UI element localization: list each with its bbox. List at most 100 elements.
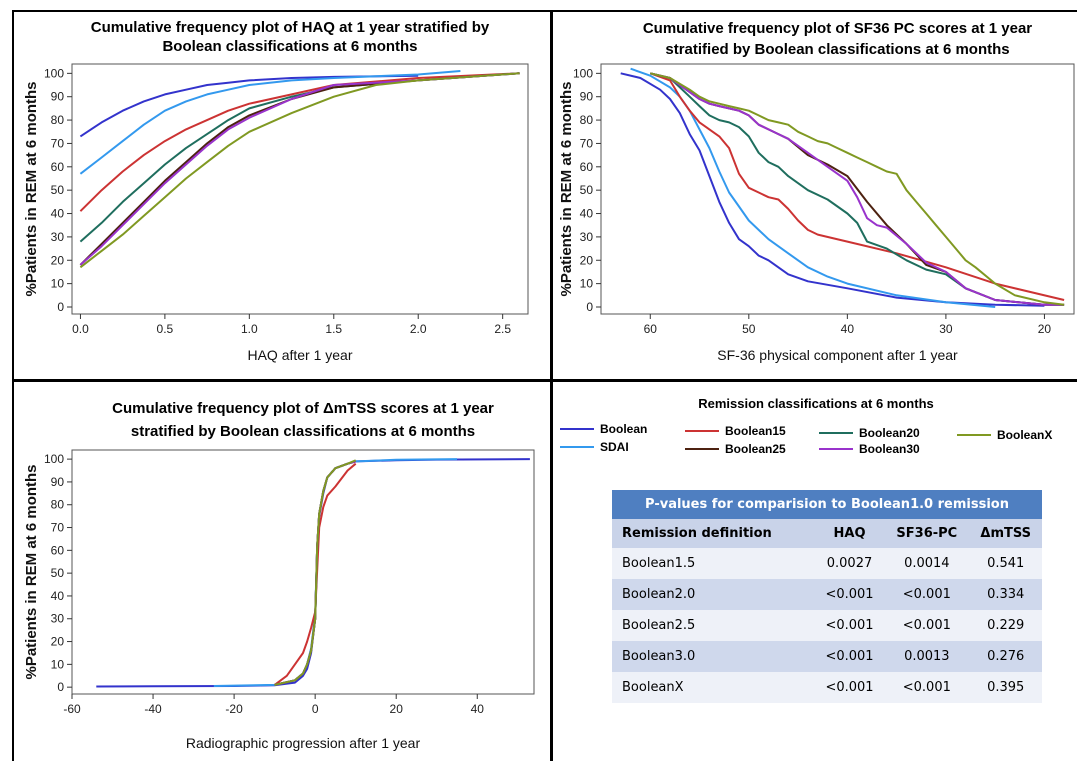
table-cell: 0.276 (969, 641, 1042, 672)
y-tick-label: 0 (57, 680, 64, 694)
sf36-chart: Cumulative frequency plot of SF36 PC sco… (558, 20, 1075, 363)
series-line-booleanx (79, 72, 520, 269)
mtss-chart: Cumulative frequency plot of ΔmTSS score… (23, 400, 535, 751)
y-tick-label: 90 (51, 90, 65, 104)
x-tick-label: 20 (390, 702, 404, 716)
y-tick-label: 60 (51, 543, 65, 557)
series-line-boolean20 (79, 72, 520, 243)
legend-label: Boolean15 (725, 424, 786, 438)
y-tick-label: 60 (51, 160, 65, 174)
x-tick-label: 0.5 (157, 322, 174, 336)
x-tick-label: 40 (471, 702, 485, 716)
y-tick-label: 100 (573, 66, 593, 80)
series-line-sdai (213, 458, 458, 687)
series-line-boolean15 (649, 72, 1065, 301)
legend: Remission classifications at 6 months Bo… (557, 384, 1075, 464)
x-tick-label: 2.0 (410, 322, 427, 336)
haq-chart: Cumulative frequency plot of HAQ at 1 ye… (23, 19, 529, 363)
legend-item-boolean30: Boolean30 (819, 442, 920, 456)
table-cell: <0.001 (884, 610, 970, 641)
y-axis-label: %Patients in REM at 6 months (558, 81, 575, 296)
legend-label: SDAI (600, 440, 629, 454)
plot-area-frame (71, 449, 535, 695)
column-header: HAQ (814, 519, 885, 548)
mtss-chart-panel: Cumulative frequency plot of ΔmTSS score… (14, 382, 550, 761)
y-tick-label: 40 (51, 207, 65, 221)
y-tick-label: 30 (51, 230, 65, 244)
table-cell: Boolean1.5 (612, 548, 815, 579)
plot-area-frame (71, 63, 529, 315)
column-header: ΔmTSS (969, 519, 1042, 548)
legend-swatch (819, 448, 853, 450)
y-tick-label: 20 (51, 253, 65, 267)
legend-item-boolean20: Boolean20 (819, 426, 920, 440)
y-tick-label: 0 (586, 300, 593, 314)
y-tick-label: 30 (51, 612, 65, 626)
y-tick-label: 80 (51, 113, 65, 127)
table-header-row: Remission definition HAQ SF36-PC ΔmTSS (612, 519, 1042, 548)
frame-horizontal-divider (12, 379, 1077, 382)
series-line-boolean15 (274, 462, 357, 686)
legend-label: Boolean (600, 422, 648, 436)
table-row: Boolean1.5 0.0027 0.0014 0.541 (612, 548, 1042, 579)
haq-chart-panel: Cumulative frequency plot of HAQ at 1 ye… (14, 12, 550, 379)
legend-swatch (685, 448, 719, 450)
sf36-chart-panel: Cumulative frequency plot of SF36 PC sco… (553, 12, 1077, 379)
table-row: Boolean3.0 <0.001 0.0013 0.276 (612, 641, 1042, 672)
table-cell: 0.0014 (884, 548, 970, 579)
x-tick-label: 20 (1038, 322, 1052, 336)
legend-swatch (685, 430, 719, 432)
y-tick-label: 100 (44, 452, 64, 466)
table-cell: BooleanX (612, 672, 815, 703)
y-tick-label: 0 (57, 300, 64, 314)
legend-item-boolean15: Boolean15 (685, 424, 786, 438)
y-tick-label: 60 (580, 160, 594, 174)
y-tick-label: 50 (580, 183, 594, 197)
chart-title-line: stratified by Boolean classifications at… (131, 423, 475, 440)
x-tick-label: 30 (939, 322, 953, 336)
legend-title: Remission classifications at 6 months (698, 396, 934, 411)
chart-title-line: stratified by Boolean classifications at… (665, 41, 1009, 58)
y-axis-label: %Patients in REM at 6 months (23, 81, 40, 296)
series-line-sdai (79, 70, 461, 175)
y-tick-label: 90 (580, 90, 594, 104)
chart-title-line: Cumulative frequency plot of SF36 PC sco… (643, 20, 1032, 37)
y-tick-label: 80 (580, 113, 594, 127)
y-tick-label: 30 (580, 230, 594, 244)
series-line-boolean25 (274, 460, 356, 686)
x-tick-label: 1.5 (325, 322, 342, 336)
x-tick-label: 60 (644, 322, 658, 336)
column-header: SF36-PC (884, 519, 970, 548)
y-tick-label: 70 (580, 136, 594, 150)
series-line-boolean (620, 72, 1045, 307)
table-cell: Boolean2.5 (612, 610, 815, 641)
x-tick-label: 2.5 (494, 322, 511, 336)
y-tick-label: 70 (51, 521, 65, 535)
x-tick-label: 0.0 (72, 322, 89, 336)
y-tick-label: 10 (51, 277, 65, 291)
table-cell: Boolean3.0 (612, 641, 815, 672)
series-line-boolean25 (650, 72, 1065, 306)
legend-label: Boolean30 (859, 442, 920, 456)
table-cell: <0.001 (814, 641, 885, 672)
series-line-boolean30 (274, 460, 356, 686)
table-cell: 0.229 (969, 610, 1042, 641)
y-tick-label: 40 (51, 589, 65, 603)
plot-area-frame (600, 63, 1075, 315)
table-row: Boolean2.0 <0.001 <0.001 0.334 (612, 579, 1042, 610)
x-tick-label: 50 (742, 322, 756, 336)
y-axis-label: %Patients in REM at 6 months (23, 464, 40, 679)
y-tick-label: 20 (51, 635, 65, 649)
legend-label: Boolean25 (725, 442, 786, 456)
x-axis-label: Radiographic progression after 1 year (186, 735, 421, 751)
table-cell: <0.001 (884, 579, 970, 610)
chart-title-line: Cumulative frequency plot of HAQ at 1 ye… (91, 19, 490, 36)
column-header: Remission definition (612, 519, 815, 548)
chart-title-line: Cumulative frequency plot of ΔmTSS score… (112, 400, 494, 417)
table-cell: <0.001 (814, 610, 885, 641)
y-tick-label: 10 (580, 277, 594, 291)
series-line-boolean20 (650, 72, 1065, 306)
legend-item-boolean: Boolean (560, 422, 647, 436)
legend-swatch (560, 428, 594, 430)
x-tick-label: -40 (144, 702, 162, 716)
